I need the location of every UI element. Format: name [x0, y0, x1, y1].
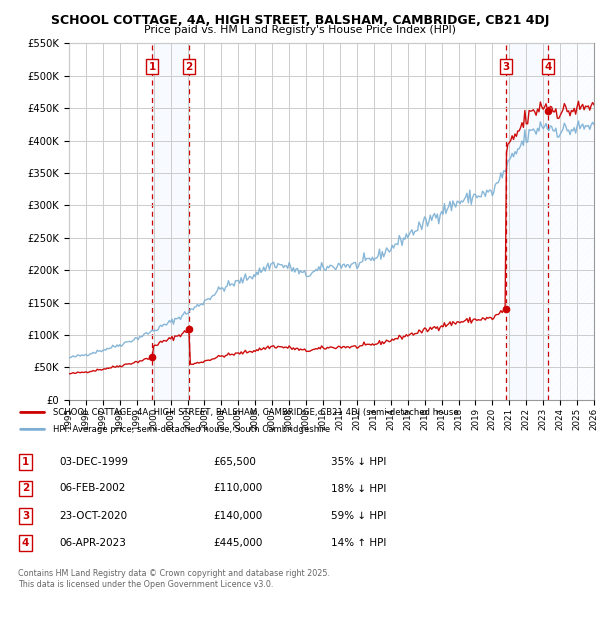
Text: 3: 3: [502, 61, 510, 71]
Text: HPI: Average price, semi-detached house, South Cambridgeshire: HPI: Average price, semi-detached house,…: [53, 425, 331, 434]
Text: £140,000: £140,000: [213, 511, 262, 521]
Text: 06-APR-2023: 06-APR-2023: [59, 538, 126, 548]
Text: 2: 2: [22, 484, 29, 494]
Text: 03-DEC-1999: 03-DEC-1999: [59, 458, 128, 467]
Text: 4: 4: [544, 61, 551, 71]
Text: 1: 1: [149, 61, 156, 71]
Bar: [152, 43, 189, 400]
Text: £445,000: £445,000: [213, 538, 262, 548]
Text: SCHOOL COTTAGE, 4A, HIGH STREET, BALSHAM, CAMBRIDGE, CB21 4DJ (semi-detached hou: SCHOOL COTTAGE, 4A, HIGH STREET, BALSHAM…: [53, 408, 459, 417]
Text: £110,000: £110,000: [213, 484, 262, 494]
Bar: [548, 43, 594, 400]
Text: Contains HM Land Registry data © Crown copyright and database right 2025.
This d: Contains HM Land Registry data © Crown c…: [18, 569, 330, 588]
Text: 3: 3: [22, 511, 29, 521]
Text: 1: 1: [22, 458, 29, 467]
Text: £65,500: £65,500: [213, 458, 256, 467]
Text: 18% ↓ HPI: 18% ↓ HPI: [331, 484, 386, 494]
Text: 4: 4: [22, 538, 29, 548]
Text: 2: 2: [185, 61, 193, 71]
Text: 35% ↓ HPI: 35% ↓ HPI: [331, 458, 386, 467]
Text: 23-OCT-2020: 23-OCT-2020: [59, 511, 127, 521]
Text: 14% ↑ HPI: 14% ↑ HPI: [331, 538, 386, 548]
Text: 59% ↓ HPI: 59% ↓ HPI: [331, 511, 386, 521]
Bar: [506, 43, 548, 400]
Text: SCHOOL COTTAGE, 4A, HIGH STREET, BALSHAM, CAMBRIDGE, CB21 4DJ: SCHOOL COTTAGE, 4A, HIGH STREET, BALSHAM…: [51, 14, 549, 27]
Text: Price paid vs. HM Land Registry's House Price Index (HPI): Price paid vs. HM Land Registry's House …: [144, 25, 456, 35]
Text: 06-FEB-2002: 06-FEB-2002: [59, 484, 125, 494]
